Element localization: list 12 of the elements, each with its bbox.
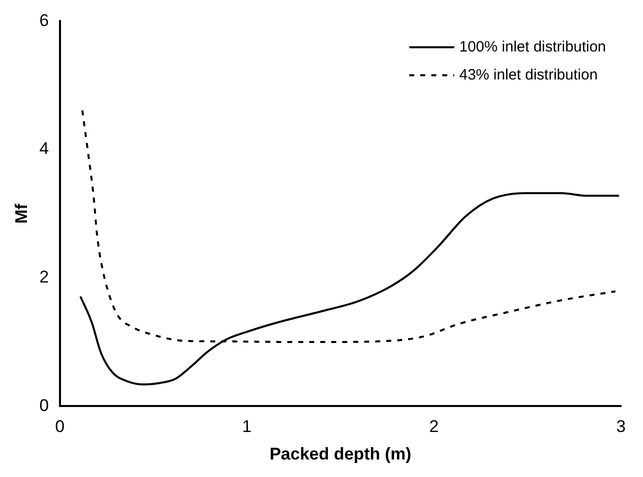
x-tick-label: 1 (242, 417, 252, 436)
y-tick-label: 6 (39, 10, 49, 30)
x-tick-label: 2 (429, 417, 439, 436)
y-axis-title: Mf (12, 203, 31, 224)
x-tick-label: 0 (55, 417, 65, 436)
legend-label: 43% inlet distribution (459, 66, 598, 84)
y-tick-label: 2 (39, 268, 49, 287)
y-tick-label: 4 (39, 139, 49, 158)
x-tick-label: 3 (616, 417, 626, 436)
y-tick-label: 0 (39, 396, 49, 415)
x-axis-title: Packed depth (m) (270, 444, 412, 464)
legend-label: 100% inlet distribution (459, 38, 606, 56)
